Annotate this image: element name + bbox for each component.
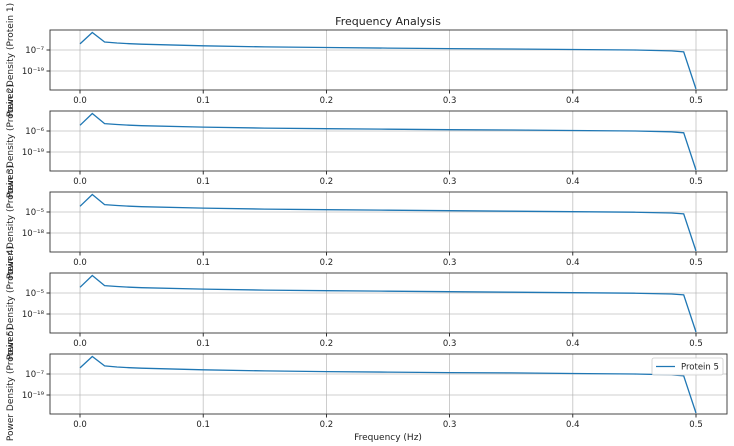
x-tick-label: 0.1: [196, 96, 210, 106]
x-tick-label: 0.5: [689, 258, 703, 268]
x-tick-label: 0.4: [566, 339, 580, 349]
x-tick-label: 0.5: [689, 420, 703, 430]
x-tick-label: 0.5: [689, 177, 703, 187]
figure-title: Frequency Analysis: [335, 15, 441, 28]
y-axis-label: Power Density (Protein 2): [6, 84, 16, 198]
x-tick-label: 0.4: [566, 177, 580, 187]
x-tick-label: 0.4: [566, 420, 580, 430]
x-tick-label: 0.4: [566, 258, 580, 268]
axes-frame: [49, 110, 728, 172]
x-tick-label: 0.0: [73, 420, 87, 430]
y-tick-label: 10⁻⁵: [25, 208, 44, 218]
x-tick-label: 0.3: [443, 339, 457, 349]
x-tick-label: 0.3: [443, 177, 457, 187]
y-tick-label: 10⁻¹⁸: [22, 310, 45, 320]
axes-frame: [49, 353, 728, 415]
y-axis-label: Power Density (Protein 1): [6, 3, 16, 117]
legend: Protein 5: [651, 357, 724, 376]
axes-frame: [49, 191, 728, 253]
y-axis-label: Power Density (Protein 5): [6, 327, 16, 441]
x-tick-label: 0.1: [196, 258, 210, 268]
x-tick-label: 0.2: [320, 258, 334, 268]
x-tick-label: 0.1: [196, 420, 210, 430]
power-density-line: [79, 355, 697, 414]
x-tick-label: 0.2: [320, 96, 334, 106]
y-tick-label: 10⁻⁶: [25, 127, 44, 137]
power-density-line: [79, 274, 697, 333]
subplot-panel-1: 0.0 0.1 0.2 0.3 0.4 0.5 10⁻⁷ 10⁻¹⁹ Power Density…: [6, 3, 728, 117]
y-axis-label: Power Density (Protein 3): [6, 165, 16, 279]
x-tick-label: 0.5: [689, 339, 703, 349]
x-tick-label: 0.0: [73, 339, 87, 349]
subplot-panel-5: 0.0 0.1 0.2 0.3 0.4 0.5 10⁻⁷ 10⁻¹⁹ Power Density…: [6, 327, 728, 441]
power-density-line: [79, 112, 697, 171]
x-tick-label: 0.3: [443, 258, 457, 268]
y-tick-label: 10⁻⁷: [25, 46, 44, 56]
y-tick-label: 10⁻⁵: [25, 289, 44, 299]
x-axis-label: Frequency (Hz): [354, 433, 422, 443]
x-tick-label: 0.4: [566, 96, 580, 106]
y-tick-label: 10⁻¹⁹: [22, 67, 45, 77]
x-tick-label: 0.0: [73, 177, 87, 187]
subplot-panel-4: 0.0 0.1 0.2 0.3 0.4 0.5 10⁻⁵ 10⁻¹⁸ Power Density…: [6, 246, 728, 360]
x-tick-label: 0.1: [196, 177, 210, 187]
x-tick-label: 0.2: [320, 177, 334, 187]
x-tick-label: 0.0: [73, 96, 87, 106]
x-tick-label: 0.5: [689, 96, 703, 106]
y-axis-label: Power Density (Protein 4): [6, 246, 16, 360]
x-tick-label: 0.0: [73, 258, 87, 268]
legend-label: Protein 5: [681, 363, 719, 373]
power-density-line: [79, 31, 697, 90]
x-tick-label: 0.2: [320, 420, 334, 430]
y-tick-label: 10⁻⁷: [25, 370, 44, 380]
x-tick-label: 0.3: [443, 96, 457, 106]
y-tick-label: 10⁻¹⁸: [22, 229, 45, 239]
x-tick-label: 0.3: [443, 420, 457, 430]
subplot-stack: 0.0 0.1 0.2 0.3 0.4 0.5 10⁻⁷ 10⁻¹⁹ Power Density…: [6, 3, 728, 441]
subplot-panel-3: 0.0 0.1 0.2 0.3 0.4 0.5 10⁻⁵ 10⁻¹⁸ Power Density…: [6, 165, 728, 279]
axes-frame: [49, 272, 728, 334]
x-tick-label: 0.2: [320, 339, 334, 349]
y-tick-label: 10⁻¹⁹: [22, 148, 45, 158]
subplot-panel-2: 0.0 0.1 0.2 0.3 0.4 0.5 10⁻⁶ 10⁻¹⁹ Power Density…: [6, 84, 728, 198]
axes-frame: [49, 29, 728, 91]
x-tick-label: 0.1: [196, 339, 210, 349]
y-tick-label: 10⁻¹⁹: [22, 391, 45, 401]
power-density-line: [79, 193, 697, 252]
